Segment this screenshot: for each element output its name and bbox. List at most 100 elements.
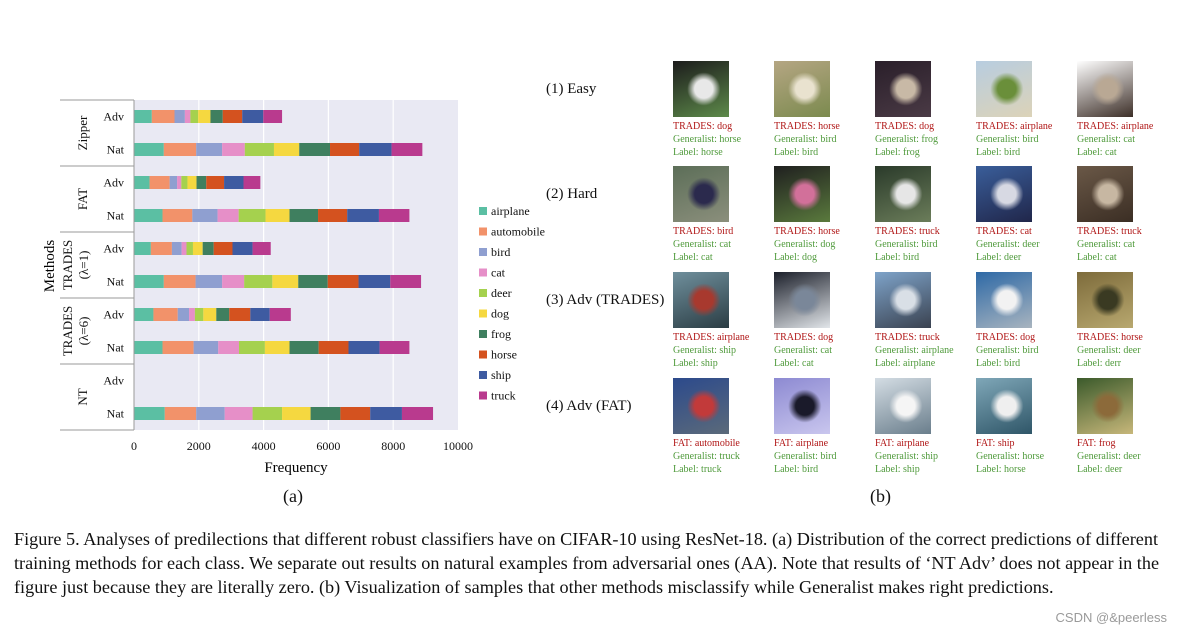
sample-label: Label: horse [673, 147, 723, 158]
sample-prediction: TRADES: horse [1077, 332, 1143, 343]
x-axis-label: Frequency [264, 460, 328, 476]
sample-generalist: Generalist: cat [1077, 239, 1136, 250]
x-tick-label: 2000 [187, 439, 211, 453]
bar-segment-ship [224, 176, 244, 189]
sample-prediction: FAT: airplane [774, 438, 829, 449]
bar-segment-frog [202, 242, 214, 255]
row-label: Nat [107, 275, 125, 289]
bar-segment-frog [196, 176, 207, 189]
sample-prediction: TRADES: dog [875, 121, 935, 132]
x-tick-label: 6000 [316, 439, 340, 453]
sample-label: Label: airplane [875, 358, 936, 369]
sample-prediction: TRADES: horse [774, 226, 840, 237]
bar-segment-horse [318, 341, 349, 354]
sample-prediction: TRADES: airplane [976, 121, 1053, 132]
sample-prediction: TRADES: horse [774, 121, 840, 132]
legend-label-bird: bird [491, 245, 510, 259]
sample-prediction: TRADES: truck [875, 226, 940, 237]
sample-generalist: Generalist: bird [774, 134, 837, 145]
sample-label: Label: cat [1077, 252, 1117, 263]
stacked-bar-chart: 0 2000 4000 6000 8000 10000 Adv Nat Adv Nat Adv Nat… [42, 99, 545, 476]
legend-swatch-frog [479, 330, 487, 338]
bar-segment-ship [232, 242, 253, 255]
sample-thumbnail [875, 378, 931, 434]
sample-thumbnail [673, 166, 729, 222]
legend-label-horse: horse [491, 348, 517, 362]
bar-segment-airplane [134, 176, 150, 189]
bar-segment-deer [238, 341, 265, 354]
sample-thumbnail [976, 378, 1032, 434]
bar-segment-bird [196, 407, 225, 420]
bar-segment-cat [218, 341, 239, 354]
bar-segment-truck [252, 242, 271, 255]
legend-swatch-deer [479, 289, 487, 297]
x-tick-label: 10000 [443, 439, 473, 453]
bar-segment-cat [217, 209, 239, 222]
sample-thumbnail [1077, 378, 1133, 434]
bar-segment-airplane [134, 407, 165, 420]
watermark: CSDN @&peerless [1055, 610, 1167, 625]
bar-segment-bird [196, 143, 223, 156]
bar-segment-bird [169, 176, 178, 189]
sample-thumbnail [774, 61, 830, 117]
bar-segment-dog [282, 407, 311, 420]
bar-segment-horse [340, 407, 371, 420]
legend-swatch-airplane [479, 207, 487, 215]
bar-segment-deer [190, 110, 199, 123]
sample-thumbnail [774, 166, 830, 222]
bar-segment-frog [216, 308, 230, 321]
bar-segment-automobile [153, 308, 178, 321]
sample-generalist: Generalist: ship [673, 345, 737, 356]
bar-segment-airplane [134, 242, 151, 255]
bar-segment-automobile [164, 407, 197, 420]
sample-thumbnail [673, 378, 729, 434]
sample-generalist: Generalist: deer [976, 239, 1040, 250]
sample-thumbnail [673, 61, 729, 117]
sample-label: Label: bird [774, 464, 819, 475]
sample-thumbnail [1077, 166, 1133, 222]
sample-generalist: Generalist: cat [774, 345, 833, 356]
subfig-b-label: (b) [870, 486, 891, 506]
bar-segment-ship [242, 110, 264, 123]
bar-segment-airplane [134, 341, 163, 354]
sample-thumbnail [875, 61, 931, 117]
x-tick-label: 0 [131, 439, 137, 453]
bar-segment-dog [192, 242, 203, 255]
legend-label-cat: cat [491, 266, 506, 280]
sample-label: Label: derr [1077, 358, 1122, 369]
sample-prediction: TRADES: airplane [673, 332, 750, 343]
sample-label: Label: dog [774, 252, 818, 263]
row-label: Adv [103, 176, 124, 190]
bar-segment-ship [250, 308, 270, 321]
sample-prediction: FAT: automobile [673, 438, 740, 449]
sample-generalist: Generalist: bird [875, 239, 938, 250]
sample-thumbnail [875, 166, 931, 222]
bar-segment-truck [378, 209, 410, 222]
bar-segment-truck [379, 341, 410, 354]
bar-segment-cat [189, 308, 195, 321]
sample-prediction: TRADES: cat [976, 226, 1032, 237]
legend-label-airplane: airplane [491, 204, 530, 218]
bar-segment-deer [244, 275, 273, 288]
sample-generalist: Generalist: bird [976, 134, 1039, 145]
x-tick-label: 4000 [252, 439, 276, 453]
row-label: Adv [103, 374, 124, 388]
legend-swatch-automobile [479, 227, 487, 236]
sample-label: Label: cat [673, 252, 713, 263]
bar-segment-deer [252, 407, 283, 420]
sample-thumbnail [1077, 272, 1133, 328]
sample-label: Label: cat [774, 358, 814, 369]
bar-segment-bird [177, 308, 190, 321]
bar-segment-horse [229, 308, 251, 321]
legend-swatch-dog [479, 309, 487, 318]
bar-segment-ship [359, 143, 392, 156]
sample-generalist: Generalist: truck [673, 451, 740, 462]
bar-segment-automobile [151, 110, 175, 123]
bar-segment-airplane [134, 308, 154, 321]
bar-segment-deer [186, 242, 193, 255]
sample-label: Label: truck [673, 464, 722, 475]
bar-segment-truck [390, 275, 422, 288]
bar-segment-bird [174, 110, 185, 123]
bar-segment-dog [198, 110, 211, 123]
sample-thumbnail [875, 272, 931, 328]
